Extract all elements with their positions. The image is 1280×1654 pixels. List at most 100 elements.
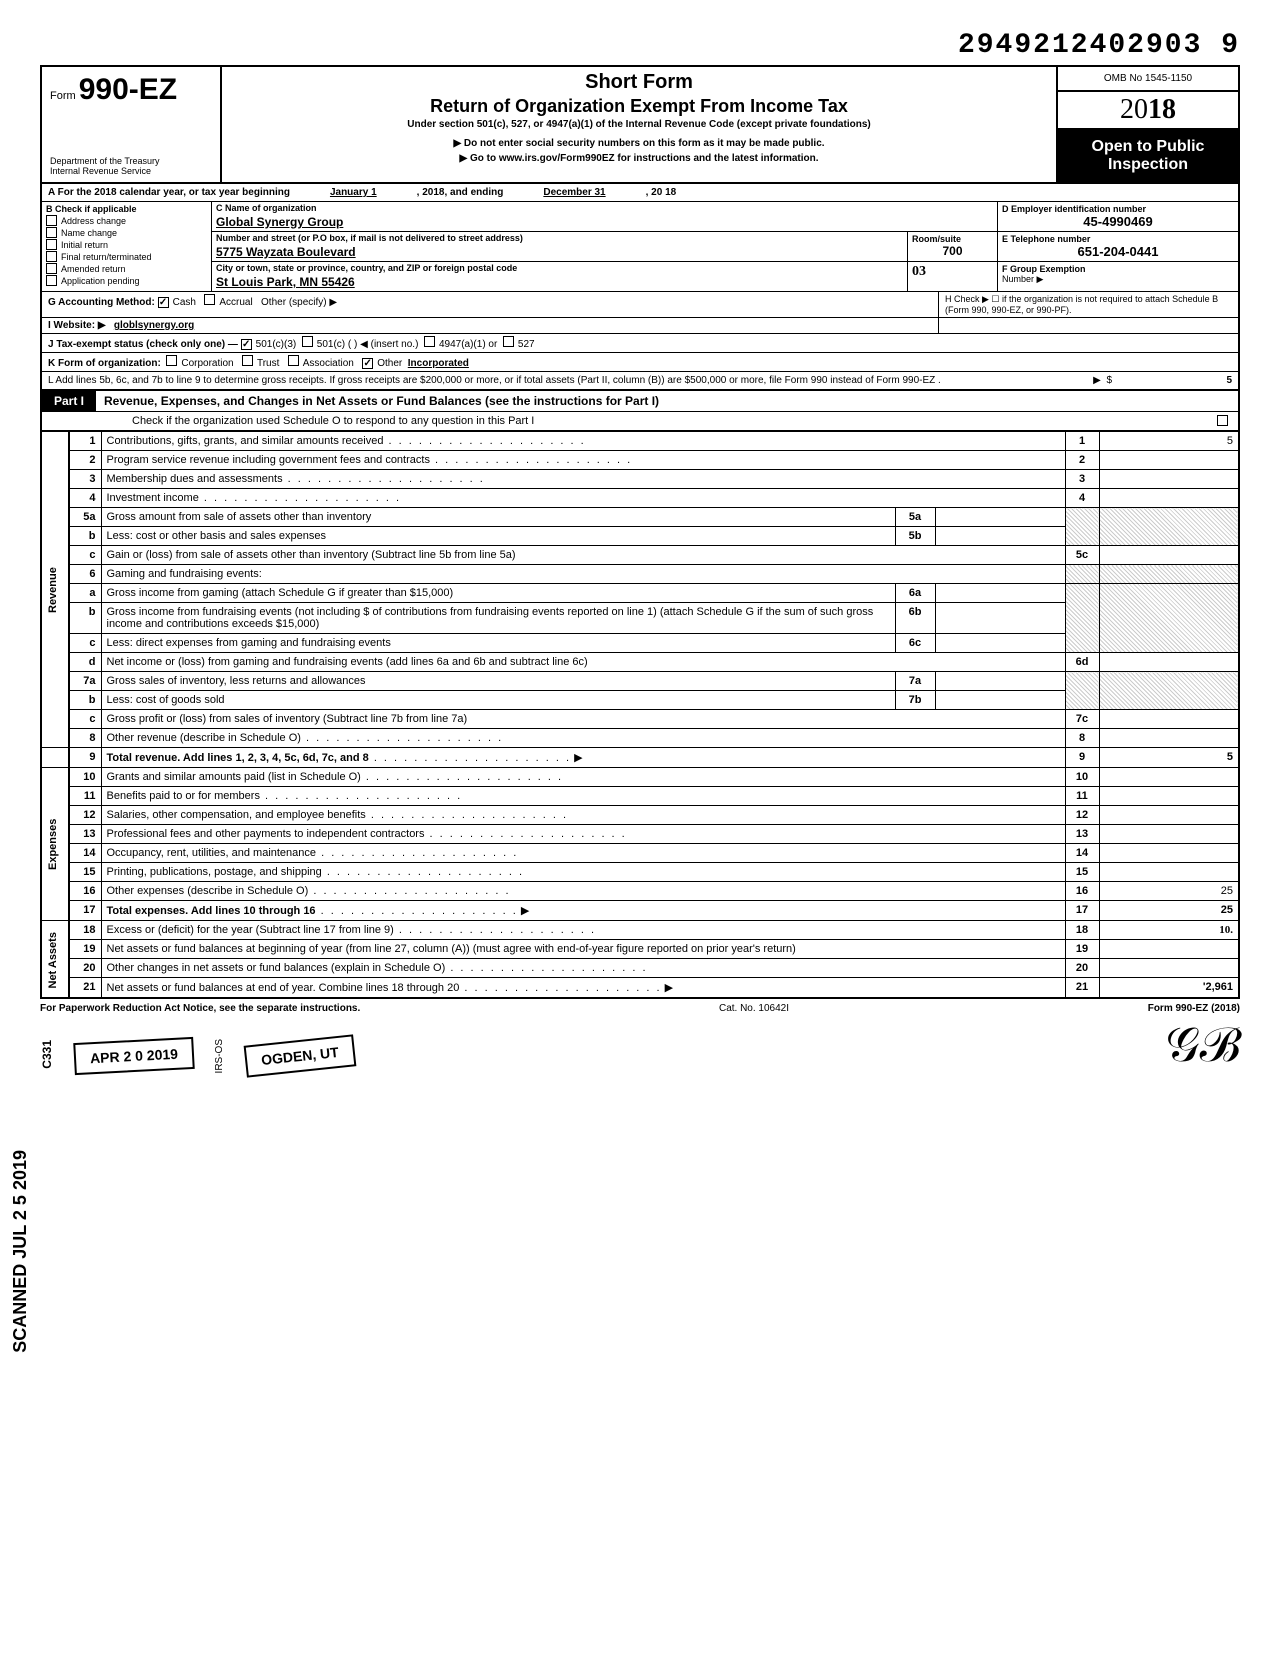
cat-no: Cat. No. 10642I <box>719 1003 789 1014</box>
f-box: F Group Exemption Number ▶ <box>998 262 1238 291</box>
chk-other-org[interactable]: ✓ <box>362 358 373 369</box>
chk-pending[interactable] <box>46 275 57 286</box>
ln-18-desc: Excess or (deficit) for the year (Subtra… <box>107 924 394 936</box>
h-box: H Check ▶ ☐ if the organization is not r… <box>938 292 1238 317</box>
l-arrow: ▶ <box>1093 375 1101 386</box>
chk-accrual[interactable] <box>204 294 215 305</box>
ln-16-val: 25 <box>1099 882 1239 901</box>
c-name-label: C Name of organization <box>212 202 997 214</box>
k-assoc: Association <box>303 358 354 369</box>
chk-schedule-o[interactable] <box>1217 415 1228 426</box>
ln-10-desc: Grants and similar amounts paid (list in… <box>107 771 361 783</box>
ln-5b-desc: Less: cost or other basis and sales expe… <box>107 530 327 542</box>
chk-501c[interactable] <box>302 336 313 347</box>
irs-os-stamp: IRS-OS <box>214 1039 225 1073</box>
k-corp: Corporation <box>181 358 233 369</box>
expenses-label: Expenses <box>41 768 69 921</box>
open-to-public: Open to Public Inspection <box>1058 130 1238 182</box>
row-a-yr: , 20 18 <box>646 187 677 198</box>
ln-1-rnum: 1 <box>1065 432 1099 451</box>
tax-year: 2018 <box>1058 92 1238 130</box>
b-item-0: Address change <box>61 216 126 226</box>
f-sub: Number ▶ <box>1002 274 1234 285</box>
ln-1-num: 1 <box>69 432 101 451</box>
chk-address[interactable] <box>46 215 57 226</box>
k-label: K Form of organization: <box>48 358 161 369</box>
row-a-end: December 31 <box>543 187 605 198</box>
street: 5775 Wayzata Boulevard <box>212 244 907 261</box>
row-a-label: A For the 2018 calendar year, or tax yea… <box>48 187 290 198</box>
row-a-mid: , 2018, and ending <box>417 187 504 198</box>
b-item-1: Name change <box>61 228 117 238</box>
page-footer: For Paperwork Reduction Act Notice, see … <box>40 999 1240 1018</box>
d-label: D Employer identification number <box>1002 204 1234 214</box>
chk-4947[interactable] <box>424 336 435 347</box>
org-name: Global Synergy Group <box>212 214 997 231</box>
chk-name[interactable] <box>46 227 57 238</box>
room-hand-box: 03 <box>908 262 998 291</box>
chk-amended[interactable] <box>46 263 57 274</box>
chk-trust[interactable] <box>242 355 253 366</box>
chk-initial[interactable] <box>46 239 57 250</box>
omb-number: OMB No 1545-1150 <box>1058 67 1238 92</box>
room: 700 <box>912 244 993 258</box>
f-label: F Group Exemption <box>1002 264 1234 274</box>
e-box: E Telephone number 651-204-0441 <box>998 232 1238 261</box>
phone: 651-204-0441 <box>1002 244 1234 259</box>
ln-12-desc: Salaries, other compensation, and employ… <box>107 809 366 821</box>
row-gh: G Accounting Method: ✓Cash Accrual Other… <box>40 292 1240 318</box>
header-right: OMB No 1545-1150 2018 Open to Public Ins… <box>1058 67 1238 182</box>
revenue-label: Revenue <box>41 432 69 748</box>
part1-title: Revenue, Expenses, and Changes in Net As… <box>96 391 1238 411</box>
signature: 𝒢ℬ <box>1166 1018 1241 1074</box>
ln-5a-desc: Gross amount from sale of assets other t… <box>107 511 372 523</box>
room-label: Room/suite <box>912 234 993 244</box>
form-header: Form 990-EZ Department of the Treasury I… <box>40 65 1240 184</box>
website: globlsynergy.org <box>114 320 194 331</box>
chk-assoc[interactable] <box>288 355 299 366</box>
row-k: K Form of organization: Corporation Trus… <box>40 353 1240 372</box>
room-handwritten: 03 <box>912 264 926 279</box>
header-left: Form 990-EZ Department of the Treasury I… <box>42 67 222 182</box>
short-form-label: Short Form <box>230 71 1048 94</box>
ln-16-desc: Other expenses (describe in Schedule O) <box>107 885 309 897</box>
chk-final[interactable] <box>46 251 57 262</box>
room-box: Room/suite 700 <box>908 232 998 261</box>
dept-treasury: Department of the Treasury Internal Reve… <box>50 156 212 176</box>
form-prefix: Form <box>50 90 76 102</box>
ln-21-desc: Net assets or fund balances at end of ye… <box>107 982 460 994</box>
netassets-label: Net Assets <box>41 921 69 999</box>
chk-cash[interactable]: ✓ <box>158 297 169 308</box>
k-other: Other <box>377 358 402 369</box>
chk-527[interactable] <box>503 336 514 347</box>
year-suffix: 18 <box>1148 94 1176 125</box>
check-o-text: Check if the organization used Schedule … <box>132 415 534 427</box>
form-ref: Form 990-EZ (2018) <box>1148 1003 1240 1014</box>
ln-1-val: 5 <box>1099 432 1239 451</box>
ln-21-val: '2,961 <box>1099 978 1239 999</box>
ln-4-desc: Investment income <box>107 492 199 504</box>
chk-501c3[interactable]: ✓ <box>241 339 252 350</box>
ln-6a-desc: Gross income from gaming (attach Schedul… <box>107 587 454 599</box>
c331-stamp: C331 <box>40 1040 54 1069</box>
date-stamp: APR 2 0 2019 <box>73 1037 194 1075</box>
b-item-2: Initial return <box>61 240 108 250</box>
document-number: 2949212402903 9 <box>40 30 1240 61</box>
ln-15-desc: Printing, publications, postage, and shi… <box>107 866 322 878</box>
col-b: B Check if applicable Address change Nam… <box>42 202 212 291</box>
c-name-box: C Name of organization Global Synergy Gr… <box>212 202 998 231</box>
goto-url: ▶ Go to www.irs.gov/Form990EZ for instru… <box>230 153 1048 164</box>
row-a-begin: January 1 <box>330 187 377 198</box>
ln-17-desc: Total expenses. Add lines 10 through 16 <box>107 905 316 917</box>
g-label: G Accounting Method: <box>48 297 155 308</box>
j-label: J Tax-exempt status (check only one) — <box>48 339 238 350</box>
b-item-3: Final return/terminated <box>61 252 152 262</box>
row-a: A For the 2018 calendar year, or tax yea… <box>40 184 1240 202</box>
ln-7a-desc: Gross sales of inventory, less returns a… <box>107 675 366 687</box>
chk-corp[interactable] <box>166 355 177 366</box>
e-label: E Telephone number <box>1002 234 1234 244</box>
j-4947: 4947(a)(1) or <box>439 339 497 350</box>
col-cd: C Name of organization Global Synergy Gr… <box>212 202 1238 291</box>
j-c: 501(c) ( <box>317 339 351 350</box>
k-trust: Trust <box>257 358 279 369</box>
